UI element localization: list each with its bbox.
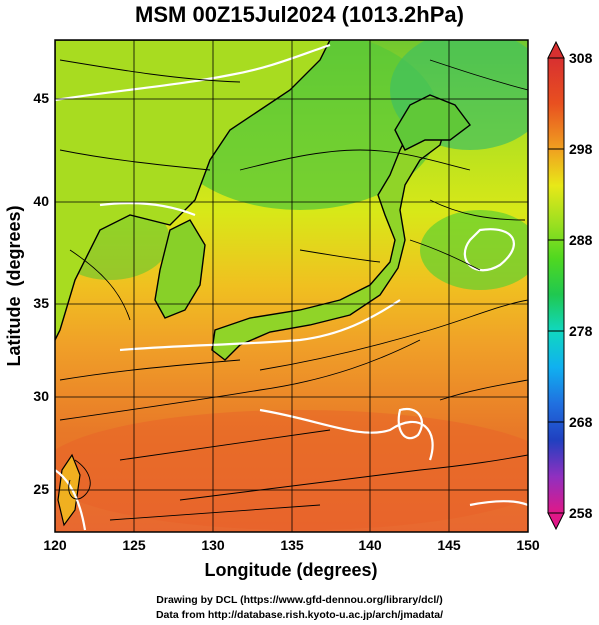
- x-tick-labels: 120 125 130 135 140 145 150: [43, 537, 540, 553]
- y-tick-35: 35: [33, 295, 49, 311]
- colorbar: 308 298 288 278 268 258: [547, 40, 593, 531]
- y-tick-30: 30: [33, 388, 49, 404]
- colorbar-tick-288: 288: [569, 232, 593, 248]
- colorbar-tick-258: 258: [569, 505, 593, 521]
- hokkaido-coastline: [394, 94, 471, 151]
- x-tick-135: 135: [280, 537, 304, 553]
- colorbar-tick-268: 268: [569, 414, 593, 430]
- x-tick-140: 140: [358, 537, 382, 553]
- korea-coastline: [154, 219, 206, 319]
- credit-drawing: Drawing by DCL (https://www.gfd-dennou.o…: [156, 594, 443, 606]
- temperature-field: [55, 40, 528, 532]
- colorbar-tick-308: 308: [569, 50, 593, 66]
- colorbar-max-arrow: [547, 40, 565, 59]
- x-axis-label: Longitude (degrees): [204, 560, 377, 580]
- x-tick-125: 125: [122, 537, 146, 553]
- graticule: [55, 40, 528, 532]
- y-axis-label: Latitude (degrees): [4, 205, 24, 366]
- y-tick-45: 45: [33, 90, 49, 106]
- y-tick-25: 25: [33, 481, 49, 497]
- isotherm-contours: [55, 43, 528, 531]
- x-tick-145: 145: [437, 537, 461, 553]
- mainland-coastline: [55, 40, 331, 341]
- colorbar-scale: [547, 57, 565, 514]
- colorbar-min-arrow: [547, 512, 565, 531]
- plot-frame: [54, 39, 529, 533]
- x-tick-130: 130: [201, 537, 225, 553]
- map-title: MSM 00Z15Jul2024 (1013.2hPa): [135, 2, 464, 27]
- y-tick-labels: 25 30 35 40 45: [33, 90, 49, 497]
- wind-streamlines: [59, 59, 528, 521]
- colorbar-tick-278: 278: [569, 323, 593, 339]
- colorbar-tick-298: 298: [569, 141, 593, 157]
- x-tick-120: 120: [43, 537, 67, 553]
- x-tick-150: 150: [516, 537, 540, 553]
- y-tick-40: 40: [33, 193, 49, 209]
- credit-data-source: Data from http://database.rish.kyoto-u.a…: [155, 609, 444, 621]
